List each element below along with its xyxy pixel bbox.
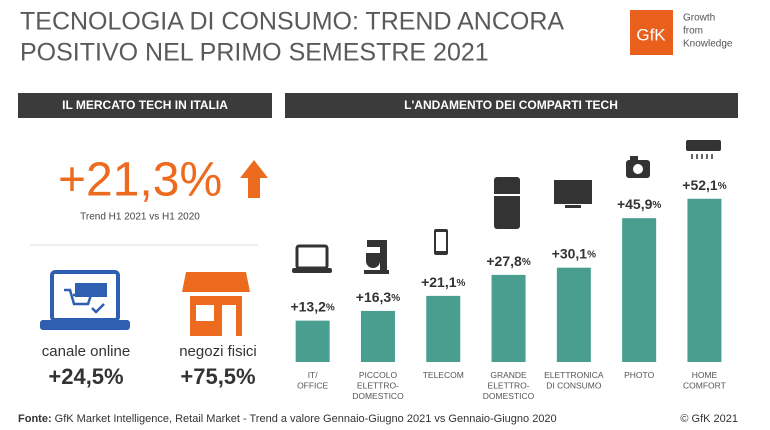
value-unit: % — [587, 249, 596, 260]
x-tick-label: ELETTRONICA DI CONSUMO — [544, 370, 604, 391]
value-unit: % — [326, 302, 335, 313]
value-label: +27,8% — [486, 253, 530, 269]
laptop-base — [40, 320, 130, 330]
check-icon — [91, 303, 105, 314]
value-label: +13,2% — [290, 298, 334, 314]
value-unit: % — [718, 180, 727, 191]
source-label: Fonte: — [18, 413, 52, 425]
chart-title: L'ANDAMENTO DEI COMPARTI TECH — [404, 98, 618, 112]
panel-header — [18, 93, 272, 118]
mixer-base — [364, 270, 389, 274]
ac-icon — [686, 140, 721, 151]
value-number: +16,3 — [356, 289, 392, 305]
x-tick-label: PHOTO — [624, 370, 654, 380]
bar — [491, 274, 526, 362]
value-unit: % — [391, 293, 400, 304]
x-tick-line: ELETTRO- — [357, 381, 399, 391]
value-number: +27,8 — [486, 253, 522, 269]
cart-icon — [64, 288, 93, 306]
x-tick-line: DOMESTICO — [483, 391, 535, 401]
value-number: +45,9 — [617, 196, 653, 212]
value-number: +13,2 — [290, 298, 326, 314]
x-tick-line: OFFICE — [297, 381, 328, 391]
source: Fonte: GfK Market Intelligence, Retail M… — [18, 413, 557, 425]
x-tick-line: ELETTRONICA — [544, 370, 604, 380]
up-arrow — [240, 160, 268, 198]
x-tick-line: DI CONSUMO — [546, 381, 602, 391]
store-window — [196, 305, 214, 321]
channel-value: +75,5% — [180, 364, 255, 389]
value-unit: % — [652, 200, 661, 211]
value-label: +16,3% — [356, 289, 400, 305]
value-label: +30,1% — [552, 245, 596, 261]
laptop-icon — [295, 244, 329, 270]
title-line: POSITIVO NEL PRIMO SEMESTRE 2021 — [20, 39, 489, 67]
x-tick-line: HOME — [692, 370, 718, 380]
x-tick-label: HOME COMFORT — [683, 370, 726, 391]
total: +21,3% — [58, 154, 222, 207]
logo-box — [630, 10, 673, 55]
camera-top — [630, 156, 638, 161]
channel-value: +24,5% — [48, 364, 123, 389]
copyright: © GfK 2021 — [680, 413, 738, 425]
bar — [360, 310, 395, 362]
camera-lens — [633, 164, 643, 174]
laptop-base — [292, 268, 332, 273]
tv-stand — [565, 205, 581, 208]
x-tick-label: PICCOLO ELETTRO-DOMESTICO — [352, 370, 404, 401]
x-tick-line: DOMESTICO — [352, 391, 404, 401]
x-tick-line: COMFORT — [683, 381, 726, 391]
bar — [556, 267, 591, 362]
channel-label: negozi fisici — [179, 343, 257, 360]
logo: GfK — [636, 25, 666, 44]
x-tick-line: IT/ — [308, 370, 319, 380]
tagline: Growth — [683, 13, 715, 24]
x-tick-line: TELECOM — [423, 370, 464, 380]
value-number: +30,1 — [552, 245, 588, 261]
total-caption: Trend H1 2021 vs H1 2020 — [80, 212, 200, 223]
value-label: +21,1% — [421, 274, 465, 290]
x-tick-label: IT/OFFICE — [297, 370, 328, 391]
phone-screen — [436, 232, 446, 251]
value-label: +52,1% — [682, 176, 726, 192]
value-number: +21,1 — [421, 274, 457, 290]
bar — [295, 320, 330, 362]
store-door — [222, 305, 236, 336]
mixer-bowl — [366, 253, 380, 268]
tagline: from — [683, 26, 703, 37]
value-number: +52,1 — [682, 176, 718, 192]
x-tick-label: TELECOM — [423, 370, 464, 380]
x-tick-label: GRANDE ELETTRO-DOMESTICO — [483, 370, 535, 401]
x-tick-line: ELETTRO- — [488, 381, 530, 391]
fridge-icon — [494, 177, 520, 229]
tv-icon — [554, 180, 592, 204]
bar — [687, 198, 722, 362]
value-unit: % — [522, 257, 531, 268]
bar — [622, 218, 657, 362]
x-tick-line: PICCOLO — [359, 370, 398, 380]
panel-header — [285, 93, 738, 118]
value-unit: % — [457, 278, 466, 289]
mixer-stand — [380, 247, 387, 270]
ac-air — [691, 154, 713, 159]
source-text: GfK Market Intelligence, Retail Market -… — [55, 413, 557, 425]
buy-tag — [75, 283, 107, 297]
value-label: +45,9% — [617, 196, 661, 212]
title-line: TECNOLOGIA DI CONSUMO: TREND ANCORA — [20, 8, 564, 36]
tagline: Knowledge — [683, 39, 733, 50]
x-tick-line: PHOTO — [624, 370, 654, 380]
category-icons — [292, 140, 721, 274]
channel-label: canale online — [42, 343, 130, 360]
mixer-icon — [367, 240, 387, 247]
x-tick-line: GRANDE — [490, 370, 527, 380]
bar — [426, 295, 461, 362]
store-awning — [182, 272, 250, 292]
panel-heading: IL MERCATO TECH IN ITALIA — [62, 98, 228, 112]
